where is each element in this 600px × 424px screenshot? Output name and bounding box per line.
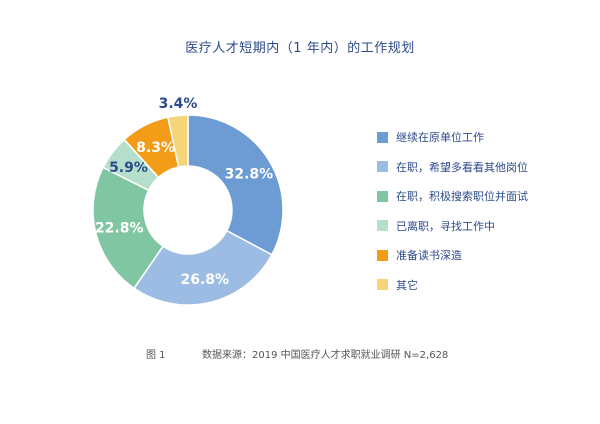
donut-slice-1 [187,114,284,256]
legend-label-3: 在职，积极搜索职位并面试 [396,190,528,204]
slice-value-label-2: 26.8% [181,272,230,288]
slice-value-label-3: 22.8% [95,221,144,237]
slice-value-label-4: 5.9% [109,160,148,176]
legend-swatch-2 [377,161,388,173]
legend-swatch-4 [377,220,388,232]
legend-label-2: 在职，希望多看看其他岗位 [396,160,528,174]
legend-item-5: 准备读书深造 [377,248,528,262]
legend-item-2: 在职，希望多看看其他岗位 [377,160,528,174]
legend-label-1: 继续在原单位工作 [396,131,484,144]
slice-value-label-5: 8.3% [136,140,175,156]
data-source-note: 数据来源：2019 中国医疗人才求职就业调研 N=2,628 [202,350,449,361]
legend-label-4: 已离职，寻找工作中 [396,219,495,233]
chart-legend: 继续在原单位工作在职，希望多看看其他岗位 在职，积极搜索职位并面试 已离职，寻找工作… [377,130,528,308]
chart-title: 医疗人才短期内（1 年内）的工作规划 [185,41,415,56]
slice-value-label-1: 32.8% [225,166,274,182]
legend-swatch-5 [377,249,388,261]
legend-swatch-6 [377,279,388,291]
figure-caption: 图 1 数据来源：2019 中国医疗人才求职就业调研 N=2,628 [146,346,448,361]
legend-label-5: 准备读书深造 [396,249,462,263]
legend-item-1: 继续在原单位工作 [377,130,528,144]
figure-number: 图 1 [146,350,166,361]
legend-swatch-3 [377,190,388,202]
legend-label-6: 其它 [396,278,418,292]
donut-slice-6 [166,114,189,168]
legend-item-3: 在职，积极搜索职位并面试 [377,189,528,203]
donut-slice-3 [92,166,165,290]
legend-swatch-1 [377,131,388,143]
slice-value-label-6: 3.4% [159,96,198,112]
legend-item-6: 其它 [377,278,528,292]
donut-slice-2 [133,229,273,306]
legend-item-4: 已离职，寻找工作中 [377,219,528,233]
